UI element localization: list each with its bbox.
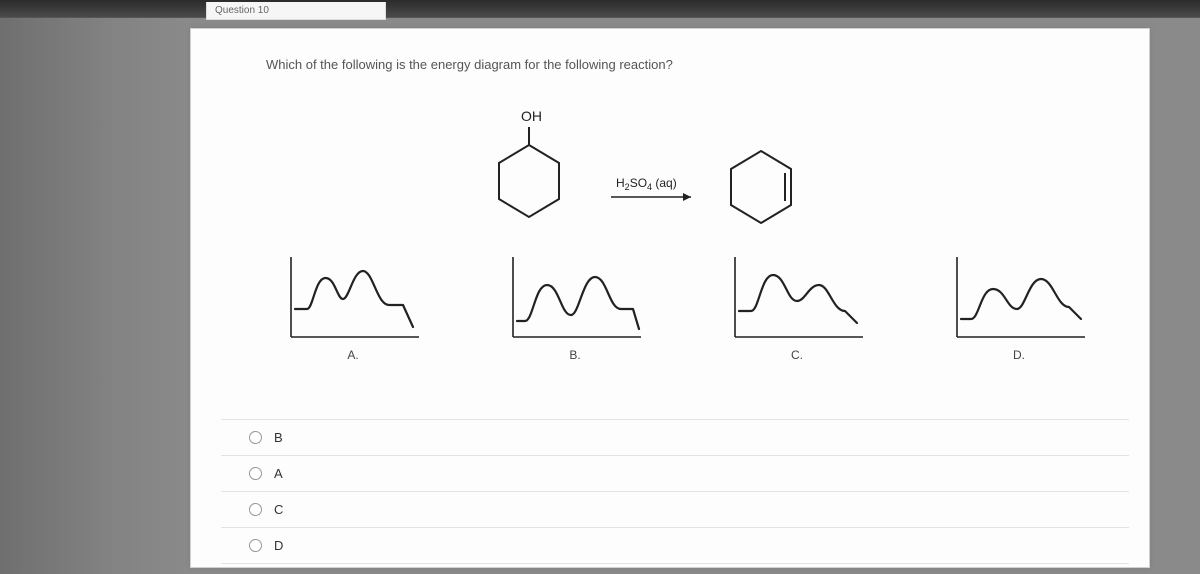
diagram-label: B. [569,348,580,362]
answer-option-label: B [274,430,283,445]
reactant-hexagon [499,145,559,217]
question-card: Which of the following is the energy dia… [190,28,1150,568]
oh-label: OH [521,108,542,124]
diagram-label: D. [1013,348,1025,362]
radio-icon[interactable] [249,539,262,552]
energy-diagram-c: C. [695,249,899,379]
energy-diagram-svg [695,249,899,344]
energy-diagram-svg [251,249,455,344]
screen-top-bezel [0,0,1200,18]
energy-diagram-svg [917,249,1121,344]
energy-diagram-d: D. [917,249,1121,379]
reaction-scheme: OH H2SO4 (aq) [441,99,921,259]
radio-icon[interactable] [249,467,262,480]
answer-option-c[interactable]: C [221,492,1129,528]
radio-icon[interactable] [249,431,262,444]
energy-diagram-svg [473,249,677,344]
diagram-label: C. [791,348,803,362]
answer-option-a[interactable]: A [221,456,1129,492]
question-prompt: Which of the following is the energy dia… [266,57,673,72]
reaction-arrow-head [683,193,691,201]
energy-curve [739,275,857,323]
arrow-reagent-label: H2SO4 (aq) [616,176,677,192]
diagram-label: A. [347,348,358,362]
question-header-stub: Question 10 [206,2,386,20]
energy-diagram-a: A. [251,249,455,379]
energy-curve [295,271,413,327]
answer-option-d[interactable]: D [221,528,1129,564]
energy-curve [961,279,1081,319]
energy-diagram-b: B. [473,249,677,379]
answer-option-label: D [274,538,283,553]
answer-option-label: C [274,502,283,517]
question-number-label: Question 10 [215,5,269,16]
energy-diagram-row: A. B. C. D. [251,249,1121,379]
radio-icon[interactable] [249,503,262,516]
answer-list: B A C D [221,419,1129,564]
screen-left-bezel [0,0,190,574]
answer-option-b[interactable]: B [221,420,1129,456]
energy-curve [517,277,639,329]
answer-option-label: A [274,466,283,481]
question-card-inner: Which of the following is the energy dia… [221,29,1129,567]
product-hexagon [731,151,791,223]
